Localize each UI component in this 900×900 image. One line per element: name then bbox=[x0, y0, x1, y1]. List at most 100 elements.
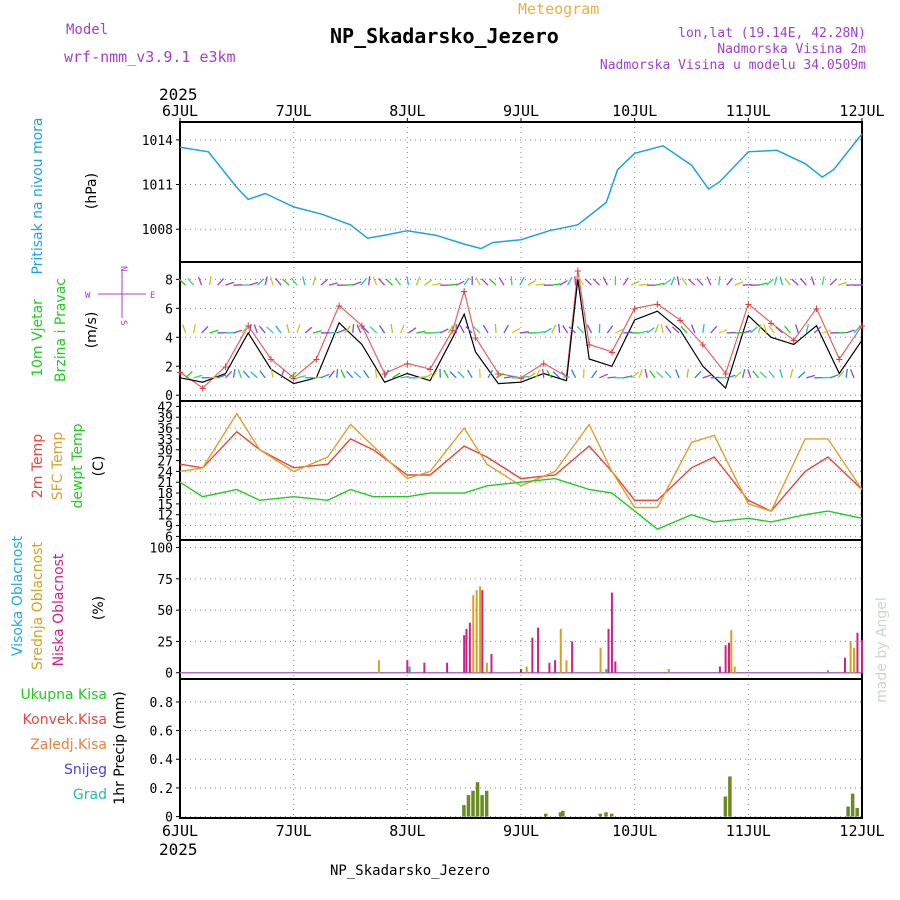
model-altitude-text: Nadmorska Visina u modelu 34.0509m bbox=[600, 58, 866, 73]
wind-arrow bbox=[374, 368, 378, 378]
wind-arrow bbox=[259, 370, 266, 379]
wind-label-2: Brzina i Pravac bbox=[53, 278, 69, 382]
wind-gust-point: + bbox=[574, 264, 581, 278]
wind-gust-point: + bbox=[267, 352, 274, 366]
wind-label-1: 10m Vjetar bbox=[30, 299, 46, 377]
low-cloud-label: Niska Oblacnost bbox=[51, 553, 67, 666]
wind-arrow bbox=[551, 283, 561, 286]
time-label-top: 7JUL bbox=[276, 102, 312, 120]
wind-arrow bbox=[639, 283, 649, 286]
wind-gust-point: + bbox=[495, 366, 502, 380]
wind-arrow bbox=[312, 330, 322, 334]
wind-gust-point: + bbox=[290, 371, 297, 385]
wind-arrow bbox=[301, 276, 306, 286]
wind-arrow bbox=[187, 277, 195, 286]
wind-arrow bbox=[266, 326, 274, 334]
wind-gust-point: + bbox=[540, 356, 547, 370]
precip-bar bbox=[598, 813, 603, 817]
wind-gust-point: + bbox=[767, 316, 774, 330]
wind-arrow bbox=[193, 374, 203, 379]
wind-arrow bbox=[768, 370, 775, 379]
temp-unit: (C) bbox=[91, 456, 107, 477]
wind-arrow bbox=[406, 276, 410, 286]
wind-arrow bbox=[288, 371, 297, 379]
temp2m-label: 2m Temp bbox=[30, 434, 46, 498]
wind-arrow bbox=[394, 277, 402, 286]
y-tick-label: 1011 bbox=[142, 179, 173, 194]
wind-arrow bbox=[759, 371, 767, 379]
wind-arrow bbox=[584, 278, 592, 286]
wind-arrow bbox=[853, 325, 861, 334]
wind-arrow bbox=[344, 325, 351, 334]
wind-arrow bbox=[734, 281, 744, 286]
wind-arrow bbox=[789, 368, 794, 378]
wind-gust-point: + bbox=[199, 381, 206, 395]
precip-bar bbox=[561, 810, 565, 817]
y-tick-label: 0 bbox=[165, 667, 173, 682]
wind-arrow bbox=[519, 276, 525, 286]
time-label-top: 8JUL bbox=[389, 102, 425, 120]
wind-arrow bbox=[217, 278, 225, 286]
wind-arrow bbox=[675, 369, 680, 379]
wind-arrow bbox=[794, 324, 799, 334]
y-tick-label: 1008 bbox=[142, 223, 173, 238]
wind-arrow bbox=[706, 276, 712, 286]
wind-arrow bbox=[248, 323, 252, 334]
wind-arrow bbox=[384, 369, 389, 379]
wind-arrow bbox=[399, 324, 405, 334]
wind-arrow bbox=[630, 371, 639, 379]
wind-arrow bbox=[487, 369, 494, 379]
wind-arrow bbox=[784, 325, 791, 334]
wind-arrow bbox=[353, 371, 362, 379]
wind-arrow bbox=[449, 371, 457, 379]
wind-arrow bbox=[665, 325, 672, 334]
wind-arrow bbox=[797, 371, 806, 379]
wind-arrow bbox=[837, 370, 845, 379]
wind-arrow bbox=[606, 325, 614, 334]
wind-gust-point: + bbox=[586, 338, 593, 352]
wind-arrow bbox=[328, 331, 338, 334]
wind-arrow bbox=[784, 277, 791, 286]
wind-arrow bbox=[821, 276, 825, 286]
wind-arrow bbox=[296, 324, 301, 334]
wind-arrow bbox=[551, 324, 557, 334]
year-top: 2025 bbox=[159, 85, 198, 104]
wind-arrow bbox=[459, 324, 465, 334]
precip-bar bbox=[558, 812, 563, 817]
wind-arrow bbox=[465, 326, 473, 334]
wind-arrow bbox=[599, 373, 608, 379]
y-tick-label: 2 bbox=[165, 360, 173, 375]
precip-bar bbox=[480, 795, 484, 817]
legend-konvek: Konvek.Kisa bbox=[23, 712, 107, 728]
precip-bar bbox=[609, 813, 614, 817]
wind-gust-point: + bbox=[836, 352, 843, 366]
wind-unit: (m/s) bbox=[84, 312, 100, 349]
temp2m-line bbox=[179, 430, 863, 512]
pressure-line bbox=[179, 133, 863, 250]
wind-gust-point: + bbox=[722, 366, 729, 380]
wind-arrow bbox=[320, 373, 330, 379]
wind-arrow bbox=[559, 280, 568, 286]
y-tick-label: 1014 bbox=[142, 134, 173, 149]
wind-arrow bbox=[779, 369, 784, 379]
wind-arrow bbox=[467, 369, 473, 379]
wind-arrow bbox=[258, 325, 266, 334]
wind-arrow bbox=[702, 374, 712, 379]
precip-bar bbox=[484, 790, 489, 817]
time-label-bottom: 12JUL bbox=[839, 822, 884, 840]
wind-arrow bbox=[768, 325, 775, 334]
compass-s: S bbox=[118, 320, 128, 325]
y-tick-label: 25 bbox=[157, 635, 173, 650]
y-tick-label: 9 bbox=[165, 520, 173, 535]
wind-arrow bbox=[750, 326, 758, 334]
y-tick-label: 21 bbox=[157, 476, 173, 491]
wind-arrow bbox=[527, 280, 536, 286]
wind-arrow bbox=[623, 331, 633, 334]
wind-arrow bbox=[671, 326, 680, 334]
wind-arrow bbox=[378, 325, 386, 334]
precip-bar bbox=[604, 812, 608, 817]
wind-arrow bbox=[475, 276, 481, 286]
wind-gust-point: + bbox=[313, 352, 320, 366]
wind-arrow bbox=[498, 277, 505, 286]
wind-arrow bbox=[253, 324, 258, 334]
